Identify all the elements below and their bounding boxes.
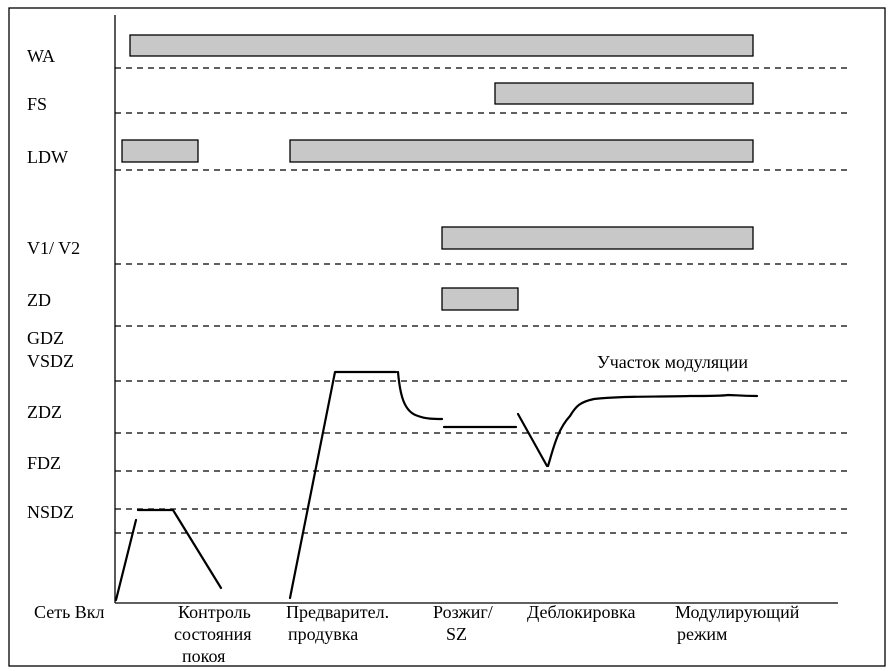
phase-standby-line2: состояния <box>174 624 252 644</box>
curve-decay <box>396 370 444 421</box>
curve-prepurge <box>288 370 398 600</box>
phase-unlock: Деблокировка <box>527 602 636 622</box>
bar-zd <box>441 287 519 311</box>
phase-power-on: Сеть Вкл <box>34 602 105 622</box>
phase-standby-line1: Контроль <box>178 602 251 622</box>
bar-v1v2 <box>441 226 754 250</box>
row-label-v1v2: V1/ V2 <box>27 238 80 258</box>
phase-ignition-line1: Розжиг/ <box>433 602 493 622</box>
phase-prepurge-line1: Предварител. <box>286 602 389 622</box>
phase-modulating-line1: Модулирующий <box>675 602 800 622</box>
row-label-zdz: ZDZ <box>27 402 62 422</box>
row-label-gdz: GDZ <box>27 328 64 348</box>
bar-ldw-2 <box>289 139 754 163</box>
row-label-ldw: LDW <box>27 147 68 167</box>
bar-fs <box>494 82 754 105</box>
phase-standby-line3: покоя <box>182 646 225 666</box>
bar-ldw-1 <box>121 139 199 163</box>
curve-rise-start <box>114 518 138 602</box>
row-label-fs: FS <box>27 94 47 114</box>
phase-ignition-line2: SZ <box>446 624 467 644</box>
row-label-fdz: FDZ <box>27 453 61 473</box>
phase-prepurge-line2: продувка <box>288 624 358 644</box>
bar-wa <box>129 34 754 57</box>
curve-standby <box>136 508 223 590</box>
row-label-wa: WA <box>27 46 55 66</box>
frame <box>8 7 886 667</box>
curve-drop <box>516 412 549 468</box>
row-label-vsdz: VSDZ <box>27 351 74 371</box>
curve-modulation <box>546 393 759 468</box>
modulation-annotation: Участок модуляции <box>597 352 748 372</box>
row-label-nsdz: NSDZ <box>27 502 74 522</box>
phase-modulating-line2: режим <box>677 624 727 644</box>
row-label-zd: ZD <box>27 290 51 310</box>
